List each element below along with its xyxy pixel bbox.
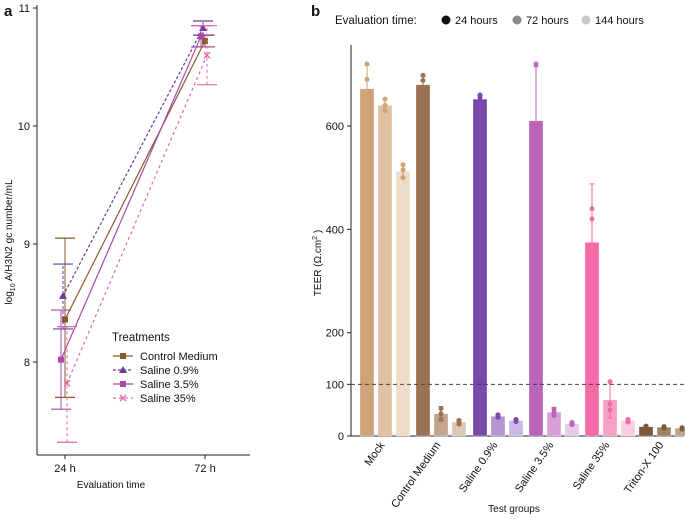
a-y-tick-label: 8	[24, 357, 30, 369]
b-data-point	[438, 406, 444, 412]
b-legend-label: 24 hours	[455, 15, 498, 27]
b-y-axis-label: TEER (Ω.cm2 )	[312, 230, 324, 296]
a-series-line	[62, 27, 204, 297]
a-data-point	[59, 291, 67, 299]
b-data-point	[569, 420, 575, 426]
a-legend: Treatments Control Medium Saline 0.9% Sali…	[112, 332, 218, 405]
b-data-point	[551, 406, 557, 412]
a-series-line	[64, 40, 206, 320]
b-data-point	[533, 61, 539, 67]
b-data-point	[382, 96, 388, 102]
b-data-point	[420, 78, 426, 84]
b-y-tick-label: 600	[326, 121, 344, 133]
b-data-point	[420, 72, 426, 78]
b-data-point	[513, 416, 519, 422]
a-x-tick-label: 24 h	[54, 463, 75, 475]
b-x-tick-label: Saline 0.9%	[457, 440, 501, 495]
b-data-point	[477, 100, 483, 106]
b-x-tick-label: Control Medium	[389, 440, 443, 510]
b-data-point	[495, 412, 501, 418]
a-legend-label: Saline 35%	[140, 393, 196, 405]
panel-label-b: b	[311, 3, 320, 20]
a-y-tick-label: 9	[24, 239, 30, 251]
a-legend-marker	[120, 381, 126, 387]
b-data-point	[589, 283, 595, 289]
b-data-point	[400, 175, 406, 181]
b-data-point	[607, 379, 613, 385]
b-data-point	[364, 61, 370, 67]
b-data-point	[400, 162, 406, 168]
b-legend-label: 72 hours	[526, 15, 569, 27]
b-x-tick-label: Saline 35%	[571, 440, 613, 493]
b-legend-marker	[512, 15, 522, 25]
a-data-point	[62, 316, 68, 323]
b-x-tick-label: Triton-X 100	[622, 440, 666, 496]
b-data-point	[625, 416, 631, 422]
line-chart: 8 9 10 11 24 h 72 h Evaluation time log10 A/…	[4, 3, 250, 491]
b-bar	[415, 84, 431, 437]
a-data-point	[203, 51, 211, 59]
b-data-point	[420, 88, 426, 94]
a-legend-label: Control Medium	[140, 351, 218, 363]
a-data-point	[58, 356, 64, 363]
b-data-point	[382, 108, 388, 113]
b-data-point	[533, 159, 539, 165]
a-legend-label: Saline 0.9%	[140, 365, 199, 377]
b-legend: Evaluation time: 24 hours 72 hours 144 hou…	[335, 15, 644, 27]
b-y-tick-label: 100	[326, 379, 344, 391]
b-y-tick-label: 0	[338, 431, 344, 443]
b-x-axis-label: Test groups	[488, 504, 540, 515]
b-data-point	[607, 407, 613, 413]
b-data-point	[643, 423, 649, 429]
b-data-point	[438, 416, 444, 422]
b-data-point	[533, 133, 539, 139]
a-x-axis-label: Evaluation time	[77, 480, 146, 491]
a-x-tick-label: 72 h	[194, 463, 215, 475]
panel-label-a: a	[4, 3, 13, 20]
b-data-point	[382, 102, 388, 108]
b-data-point	[607, 401, 613, 407]
b-data-point	[438, 411, 444, 417]
a-y-axis-label: log10 A/H3N2 gc number/mL	[4, 179, 17, 305]
b-data-point	[400, 167, 406, 173]
b-data-point	[477, 92, 483, 98]
b-data-point	[364, 77, 370, 82]
b-y-tick-label: 400	[326, 224, 344, 236]
a-data-point	[202, 38, 208, 45]
b-x-tick-label: Saline 3.5%	[513, 440, 557, 495]
b-data-point	[364, 113, 370, 119]
b-legend-marker	[581, 15, 591, 25]
a-data-point	[198, 33, 204, 40]
b-legend-marker	[441, 15, 451, 25]
b-legend-label: 144 hours	[595, 15, 644, 27]
b-data-point	[589, 206, 595, 212]
a-y-tick-label: 10	[18, 121, 30, 133]
b-data-point	[661, 424, 667, 430]
b-data-point	[589, 216, 595, 222]
a-series-line	[60, 36, 202, 360]
b-data-point	[679, 425, 685, 431]
a-legend-label: Saline 3.5%	[140, 379, 199, 391]
b-data-point	[456, 418, 462, 423]
a-legend-title: Treatments	[112, 332, 170, 344]
a-data-point	[63, 379, 71, 387]
b-legend-title: Evaluation time:	[335, 15, 417, 27]
bar-chart: Evaluation time: 24 hours 72 hours 144 hou…	[312, 15, 685, 515]
b-bar	[377, 105, 393, 437]
b-bar	[395, 171, 411, 437]
a-legend-marker	[119, 394, 127, 402]
b-bar	[472, 98, 488, 437]
a-y-tick-label: 11	[19, 3, 30, 15]
a-legend-marker	[120, 353, 126, 359]
b-y-tick-label: 200	[326, 328, 344, 340]
a-legend-marker	[119, 366, 127, 373]
b-x-tick-label: Mock	[363, 439, 388, 468]
